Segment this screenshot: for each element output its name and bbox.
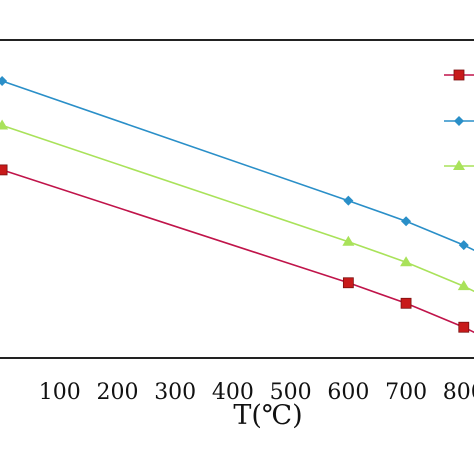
legend-marker-diamond bbox=[454, 116, 464, 126]
series-layer bbox=[0, 75, 474, 334]
data-point-square-600 bbox=[342, 277, 354, 289]
data-point-triangle-800 bbox=[457, 280, 470, 291]
legend-marker-square bbox=[453, 69, 465, 81]
data-point-square-0 bbox=[0, 164, 8, 176]
data-point-triangle-700 bbox=[400, 256, 413, 267]
data-point-square-700 bbox=[400, 297, 412, 309]
x-tick-labels: 100 200 300 400 500 600 700 800 bbox=[39, 380, 474, 405]
data-point-diamond-800 bbox=[458, 240, 469, 251]
x-tick-label-500: 500 bbox=[270, 380, 312, 405]
legend-item-diamond bbox=[444, 116, 474, 126]
x-tick-label-700: 700 bbox=[385, 380, 427, 405]
legend-item-square bbox=[444, 69, 474, 81]
series-diamond bbox=[0, 75, 474, 252]
data-point-square-800 bbox=[458, 321, 470, 333]
data-point-triangle-0 bbox=[0, 119, 9, 130]
legend-marker-triangle bbox=[453, 160, 465, 170]
data-point-diamond-0 bbox=[0, 75, 8, 86]
x-tick-label-400: 400 bbox=[212, 380, 254, 405]
legend bbox=[444, 69, 474, 170]
data-point-diamond-600 bbox=[343, 195, 354, 206]
plot-area bbox=[0, 40, 474, 358]
x-tick-label-100: 100 bbox=[39, 380, 81, 405]
series-triangle bbox=[0, 119, 474, 293]
x-tick-label-800: 800 bbox=[443, 380, 474, 405]
data-point-diamond-700 bbox=[401, 216, 412, 227]
x-tick-label-200: 200 bbox=[97, 380, 139, 405]
x-axis-title: T(℃) bbox=[233, 400, 302, 431]
x-tick-label-300: 300 bbox=[154, 380, 196, 405]
data-point-triangle-600 bbox=[342, 235, 355, 246]
legend-item-triangle bbox=[444, 160, 474, 170]
x-tick-label-600: 600 bbox=[327, 380, 369, 405]
series-square bbox=[0, 164, 474, 334]
